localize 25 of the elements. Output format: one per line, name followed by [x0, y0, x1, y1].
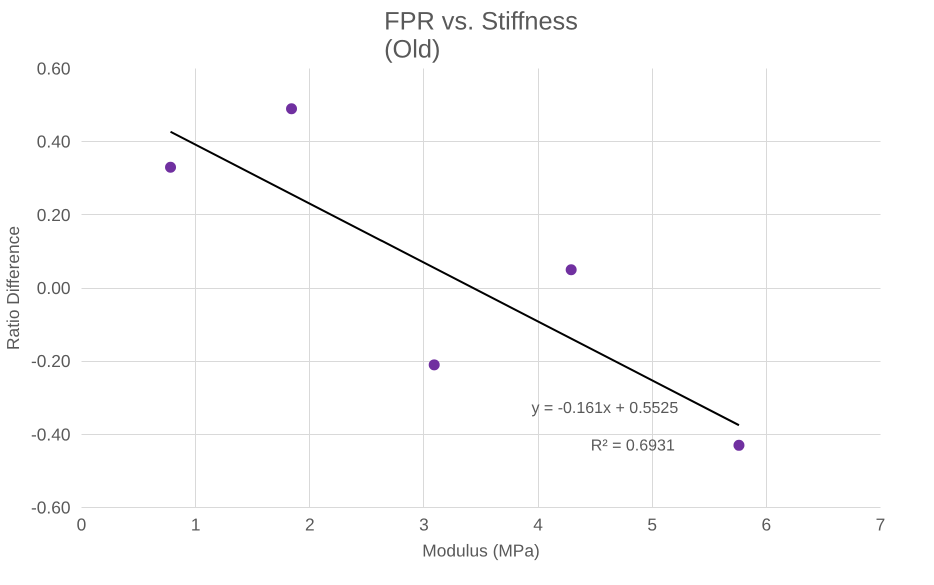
y-tick-label: 0.40	[36, 132, 71, 152]
x-tick-label: 7	[876, 514, 886, 534]
x-tick-label: 0	[76, 514, 86, 534]
x-tick-label: 4	[533, 514, 544, 534]
point	[733, 440, 744, 451]
annotation: y = -0.161x + 0.5525	[531, 400, 678, 418]
y-tick-label: 0.00	[36, 278, 71, 298]
y-tick-label: -0.20	[31, 351, 71, 372]
x-tick-label: 2	[304, 514, 315, 534]
point	[428, 359, 440, 370]
y-tick-label: 0.20	[36, 204, 71, 225]
point	[286, 103, 298, 114]
x-tick-label: 6	[762, 514, 772, 534]
x-axis-title: Modulus (MPa)	[422, 540, 540, 560]
y-axis-title: Ratio Difference	[3, 226, 24, 350]
y-tick-label: 0.60	[36, 58, 71, 78]
y-tick-label: -0.40	[31, 424, 71, 444]
annotation: R² = 0.6931	[590, 438, 675, 455]
point	[566, 264, 577, 276]
chart-title: FPR vs. Stiffness (Old)	[384, 8, 578, 64]
x-tick-label: 1	[190, 514, 200, 534]
point	[165, 162, 176, 173]
y-tick-label: -0.60	[31, 498, 71, 518]
x-tick-label: 5	[647, 514, 658, 534]
x-tick-label: 3	[419, 514, 429, 534]
